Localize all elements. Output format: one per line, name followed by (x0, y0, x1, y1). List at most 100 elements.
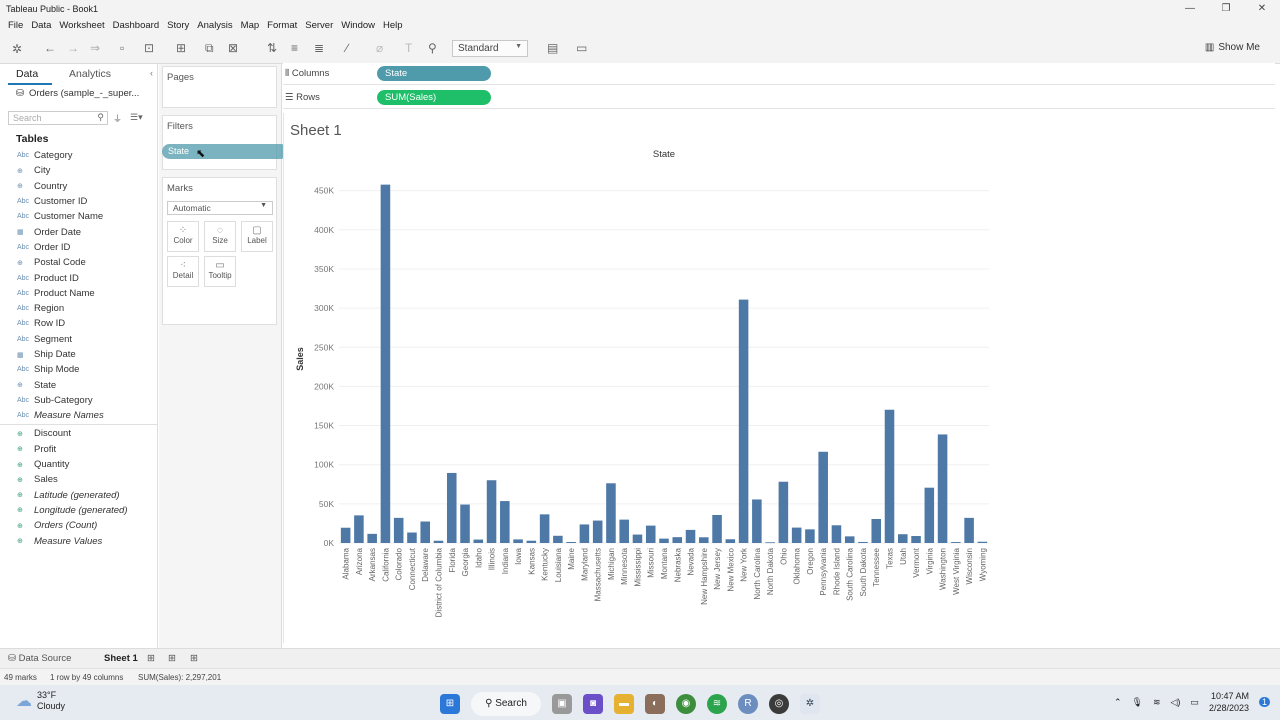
file-explorer-icon[interactable]: ▬ (614, 694, 634, 714)
measure-field[interactable]: ⊕ Latitude (generated) (0, 488, 158, 503)
weather-widget[interactable]: ☁ 33°F Cloudy (16, 690, 65, 712)
menu-map[interactable]: Map (240, 20, 260, 31)
sort-ascending-icon[interactable]: ≡ (291, 41, 299, 55)
tableau-logo-icon[interactable]: ✲ (12, 42, 23, 56)
menu-dashboard[interactable]: Dashboard (112, 20, 160, 31)
undo-icon[interactable]: ← (44, 41, 56, 55)
collapse-icon[interactable]: ‹ (150, 68, 153, 78)
dimension-field[interactable]: ▦ Ship Date (0, 347, 158, 362)
menu-server[interactable]: Server (305, 20, 334, 31)
tab-data[interactable]: Data (16, 68, 39, 80)
menu-help[interactable]: Help (383, 20, 403, 31)
sheet1-tab[interactable]: Sheet 1 (104, 653, 138, 664)
clear-icon[interactable]: ⊠ (228, 41, 239, 55)
highlight-icon[interactable]: ∕ (346, 41, 349, 55)
dimension-field[interactable]: Abc Ship Mode (0, 362, 158, 377)
chevron-up-icon[interactable]: ⌃ (1113, 696, 1122, 707)
menu-story[interactable]: Story (167, 20, 190, 31)
minimize-icon[interactable]: — (1185, 3, 1195, 14)
view-options-icon[interactable]: ☰▾ (130, 112, 143, 122)
save-icon[interactable]: ▫ (120, 41, 125, 55)
photo-app-icon[interactable]: ◐ (645, 694, 665, 714)
teams-icon[interactable]: ◙ (583, 694, 603, 714)
columns-state-pill[interactable]: State (377, 66, 491, 81)
wifi-icon[interactable]: ≋ (1152, 696, 1161, 707)
presentation-icon[interactable]: ▭ (576, 41, 588, 55)
dimension-field[interactable]: ⊕ Postal Code (0, 255, 158, 270)
rows-shelf[interactable]: ☰ Rows SUM(Sales) (283, 87, 1275, 109)
measure-field[interactable]: ⊕ Discount (0, 426, 158, 441)
battery-icon[interactable]: ▭ (1190, 696, 1199, 707)
tooltip-button[interactable]: ▭ Tooltip (204, 256, 236, 287)
new-worksheet-icon[interactable]: ⊞ (176, 41, 187, 55)
microphone-icon[interactable]: 🎙 (1131, 696, 1143, 707)
duplicate-icon[interactable]: ⧉ (205, 41, 214, 55)
app-icon[interactable]: ◎ (769, 694, 789, 714)
dimension-field[interactable]: ⊕ Country (0, 179, 158, 194)
r-app-icon[interactable]: R (738, 694, 758, 714)
volume-icon[interactable]: ◁) (1170, 696, 1181, 707)
dimension-field[interactable]: Abc Segment (0, 332, 158, 347)
sort-descending-icon[interactable]: ≣ (314, 41, 325, 55)
dimension-field[interactable]: Abc Region (0, 301, 158, 316)
tableau-taskbar-icon[interactable]: ✲ (800, 694, 820, 714)
new-story-tab-icon[interactable]: ⊞ (190, 653, 198, 664)
maximize-icon[interactable]: ❐ (1221, 3, 1231, 14)
dimension-field[interactable]: Abc Product Name (0, 286, 158, 301)
rows-sales-pill[interactable]: SUM(Sales) (377, 90, 491, 105)
menu-format[interactable]: Format (267, 20, 298, 31)
show-cards-icon[interactable]: ▤ (547, 41, 559, 55)
menu-data[interactable]: Data (31, 20, 52, 31)
new-dashboard-tab-icon[interactable]: ⊞ (168, 653, 176, 664)
dragging-state-pill[interactable]: State (162, 144, 288, 159)
filters-card[interactable]: Filters (162, 115, 277, 170)
new-datasource-icon[interactable]: ⊡ (144, 41, 155, 55)
measure-field[interactable]: ⊕ Orders (Count) (0, 518, 158, 533)
datasource-item[interactable]: ⛁ Orders (sample_-_super... (16, 88, 139, 99)
filter-icon[interactable]: ⏚ (113, 114, 123, 124)
close-icon[interactable]: ✕ (1257, 3, 1267, 14)
color-button[interactable]: ⁘ Color (167, 221, 199, 252)
redo-icon[interactable]: → (67, 41, 79, 55)
dimension-field[interactable]: Abc Row ID (0, 316, 158, 331)
dimension-field[interactable]: Abc Category (0, 148, 158, 163)
columns-shelf[interactable]: ⦀ Columns State (283, 63, 1275, 85)
clock[interactable]: 10:47 AM 2/28/2023 (1209, 690, 1249, 714)
windows-start-icon[interactable]: ⊞ (440, 694, 460, 714)
show-me-button[interactable]: ▥ Show Me (1205, 42, 1260, 53)
menu-analysis[interactable]: Analysis (197, 20, 233, 31)
labels-icon[interactable]: T (405, 41, 413, 55)
dimension-field[interactable]: ⊕ City (0, 163, 158, 178)
detail-button[interactable]: ⁖ Detail (167, 256, 199, 287)
menu-file[interactable]: File (8, 20, 24, 31)
spotify-icon[interactable]: ≋ (707, 694, 727, 714)
fit-select[interactable]: Standard ▼ (452, 40, 528, 57)
search-input[interactable]: Search ⚲ (8, 111, 108, 125)
taskbar-search-button[interactable]: ⚲ Search (471, 692, 541, 716)
tab-analytics[interactable]: Analytics (69, 68, 112, 80)
dimension-field[interactable]: Abc Customer ID (0, 194, 158, 209)
dimension-field[interactable]: Abc Customer Name (0, 209, 158, 224)
measure-field[interactable]: ⊕ Sales (0, 472, 158, 487)
dimension-field[interactable]: Abc Product ID (0, 270, 158, 285)
group-icon[interactable]: ⌀ (376, 41, 384, 55)
new-worksheet-tab-icon[interactable]: ⊞ (147, 653, 155, 664)
pages-card[interactable]: Pages (162, 66, 277, 108)
data-source-tab[interactable]: ⛁ Data Source (8, 653, 71, 664)
label-button[interactable]: ▢ Label (241, 221, 273, 252)
measure-field[interactable]: ⊕ Profit (0, 442, 158, 457)
dimension-field[interactable]: Abc Sub-Category (0, 393, 158, 408)
mark-type-select[interactable]: Automatic ▼ (167, 201, 273, 215)
notification-icon[interactable]: 1 (1258, 697, 1270, 707)
dimension-field[interactable]: Abc Measure Names (0, 408, 158, 423)
menu-window[interactable]: Window (341, 20, 376, 31)
measure-field[interactable]: ⊕ Quantity (0, 457, 158, 472)
replay-icon[interactable]: ⇒ (90, 41, 101, 55)
dimension-field[interactable]: ▦ Order Date (0, 224, 158, 239)
task-view-icon[interactable]: ▣ (552, 694, 572, 714)
swap-icon[interactable]: ⇅ (267, 41, 278, 55)
dimension-field[interactable]: Abc Order ID (0, 240, 158, 255)
dimension-field[interactable]: ⊕ State (0, 377, 158, 392)
menu-worksheet[interactable]: Worksheet (59, 20, 105, 31)
pin-icon[interactable]: ⚲ (428, 41, 437, 55)
